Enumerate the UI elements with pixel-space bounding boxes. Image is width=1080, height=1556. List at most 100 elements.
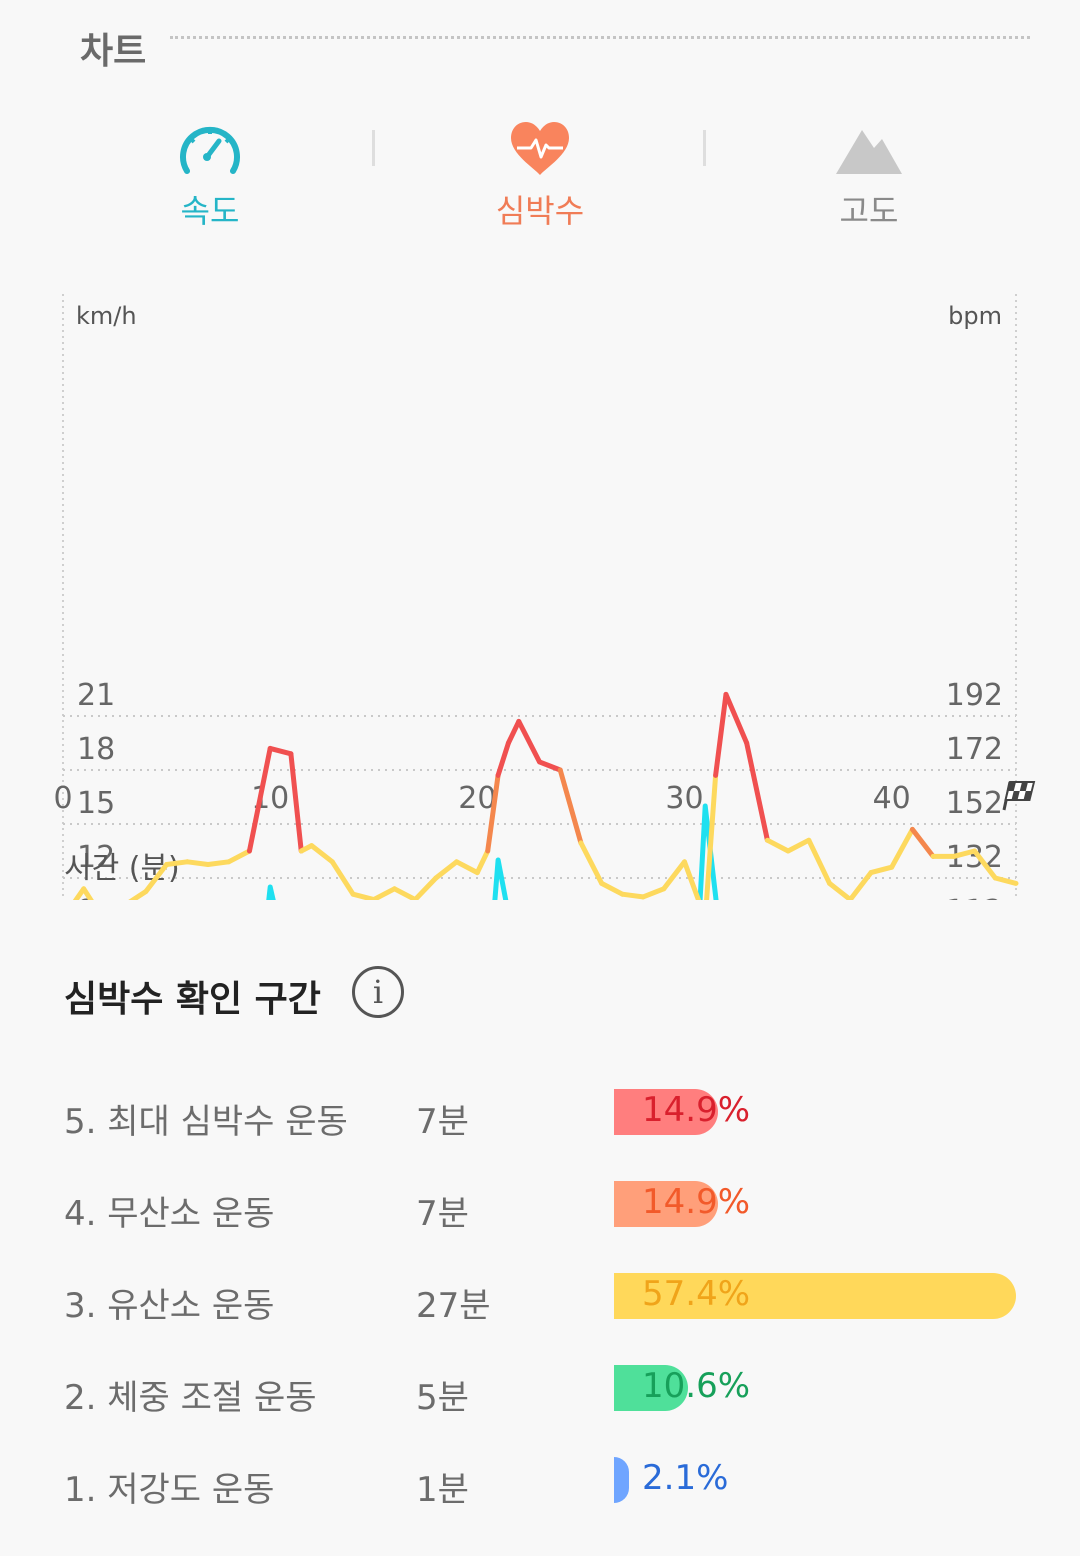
zone-bar <box>614 1457 629 1503</box>
zone-name: 5. 최대 심박수 운동 <box>64 1102 348 1142</box>
heart-rate-segment <box>827 880 853 900</box>
heart-rate-segment <box>516 718 542 765</box>
zone-row: 1. 저강도 운동 1분 2.1% <box>0 1454 1080 1514</box>
heart-rate-segment <box>495 740 511 778</box>
heart-rate-segment <box>640 886 667 900</box>
heart-rate-segment <box>557 767 584 846</box>
zone-row: 2. 체중 조절 운동 5분 10.6% <box>0 1362 1080 1422</box>
zone-row: 4. 무산소 운동 7분 14.9% <box>0 1178 1080 1238</box>
heart-rate-segment <box>267 745 294 757</box>
zone-name: 3. 유산소 운동 <box>64 1286 275 1326</box>
heart-rate-segment <box>889 826 915 870</box>
zone-row: 3. 유산소 운동 27분 57.4% <box>0 1270 1080 1330</box>
tab-altitude[interactable]: 고도 <box>789 118 949 232</box>
mountain-icon <box>789 118 949 180</box>
zone-bar <box>614 1181 718 1227</box>
heart-rate-segment <box>578 840 605 886</box>
heart-rate-segment <box>329 859 356 897</box>
zone-duration: 27분 <box>416 1286 491 1326</box>
zone-percent: 14.9% <box>642 1182 751 1222</box>
heart-rate-segment <box>184 859 211 867</box>
heart-rate-segment <box>713 691 729 778</box>
x-tick: 40 <box>873 781 911 816</box>
heart-rate-segment <box>704 772 719 900</box>
zone-name: 1. 저강도 운동 <box>64 1470 275 1510</box>
zone-percent: 2.1% <box>642 1458 729 1498</box>
section-title: 차트 <box>80 31 147 72</box>
speedometer-icon <box>130 118 290 180</box>
x-tick: 30 <box>665 781 703 816</box>
heart-rate-segment <box>682 859 702 900</box>
info-icon[interactable]: i <box>352 966 404 1018</box>
speed-series-line <box>266 803 719 900</box>
y-tick-right: 112 <box>946 894 1003 900</box>
heart-rate-segment <box>391 886 418 900</box>
tab-altitude-label: 고도 <box>839 192 899 230</box>
x-tick: 20 <box>458 781 496 816</box>
tab-heart-rate-label: 심박수 <box>495 192 585 230</box>
zone-name: 2. 체중 조절 운동 <box>64 1378 317 1418</box>
tab-separator <box>703 130 706 166</box>
heart-rate-segment <box>806 837 833 886</box>
zone-row: 5. 최대 심박수 운동 7분 14.9% <box>0 1086 1080 1146</box>
heart-rate-segment <box>371 886 397 900</box>
zone-bar <box>614 1089 718 1135</box>
zones-title: 심박수 확인 구간 <box>64 979 321 1020</box>
heart-rate-segment <box>661 859 688 892</box>
finish-flag-icon <box>1002 781 1036 811</box>
heart-rate-segment <box>226 848 252 865</box>
heart-rate-segment <box>537 759 563 773</box>
title-divider <box>170 36 1030 39</box>
y-tick-right: 152 <box>946 786 1003 821</box>
zone-duration: 1분 <box>416 1470 469 1510</box>
zone-percent: 57.4% <box>642 1274 751 1314</box>
heart-rate-segment <box>288 751 304 854</box>
heart-rate-segment <box>309 843 335 865</box>
y-tick-left: 12 <box>77 840 115 875</box>
tab-speed-label: 속도 <box>180 192 240 230</box>
tab-heart-rate[interactable]: 심박수 <box>460 118 620 232</box>
heart-rate-segment <box>205 859 232 867</box>
zone-bar <box>614 1273 1016 1319</box>
zone-bar <box>614 1365 688 1411</box>
heart-rate-segment <box>72 886 87 900</box>
heart-rate-segment <box>474 848 491 876</box>
heart-rate-segment <box>454 859 480 876</box>
y-tick-left: 21 <box>77 678 115 713</box>
tab-separator <box>372 130 375 166</box>
x-tick: 0 <box>53 781 72 816</box>
heart-rate-segment <box>972 848 998 881</box>
zone-duration: 5분 <box>416 1378 469 1418</box>
heart-rate-segment <box>764 837 791 854</box>
heart-rate-segment <box>505 718 522 746</box>
heart-rate-segment <box>485 772 501 854</box>
left-unit-label: km/h <box>76 302 137 330</box>
heart-rate-segment <box>433 859 460 881</box>
zone-duration: 7분 <box>416 1102 469 1142</box>
heart-rate-segment <box>81 886 94 900</box>
tab-speed[interactable]: 속도 <box>130 118 290 232</box>
heart-rate-segment <box>164 859 190 867</box>
heart-rate-segment <box>246 745 273 854</box>
y-tick-right: 172 <box>946 732 1003 767</box>
y-tick-left: 15 <box>77 786 115 821</box>
heart-rate-segment <box>992 875 1019 886</box>
zone-name: 4. 무산소 운동 <box>64 1194 275 1234</box>
heart-rate-segment <box>723 691 750 746</box>
heart-rate-segment <box>868 864 895 876</box>
heart-rate-segment <box>785 837 812 854</box>
y-tick-left: 18 <box>77 732 115 767</box>
heart-rate-segment <box>951 848 978 859</box>
speed-heart-rate-chart: km/hbpm211921817215152121329112692372010… <box>53 294 1036 900</box>
heart-rate-segment <box>128 889 149 900</box>
right-unit-label: bpm <box>948 302 1002 330</box>
zone-percent: 14.9% <box>642 1090 751 1130</box>
heart-rate-segment <box>599 880 625 897</box>
heart-rate-segment <box>350 891 377 900</box>
heart-rate-segment <box>143 862 170 894</box>
zone-duration: 7분 <box>416 1194 469 1234</box>
y-tick-right: 192 <box>946 678 1003 713</box>
heart-rate-segment <box>744 740 770 843</box>
heart-rate-icon <box>460 118 620 180</box>
heart-rate-segment <box>412 875 439 900</box>
